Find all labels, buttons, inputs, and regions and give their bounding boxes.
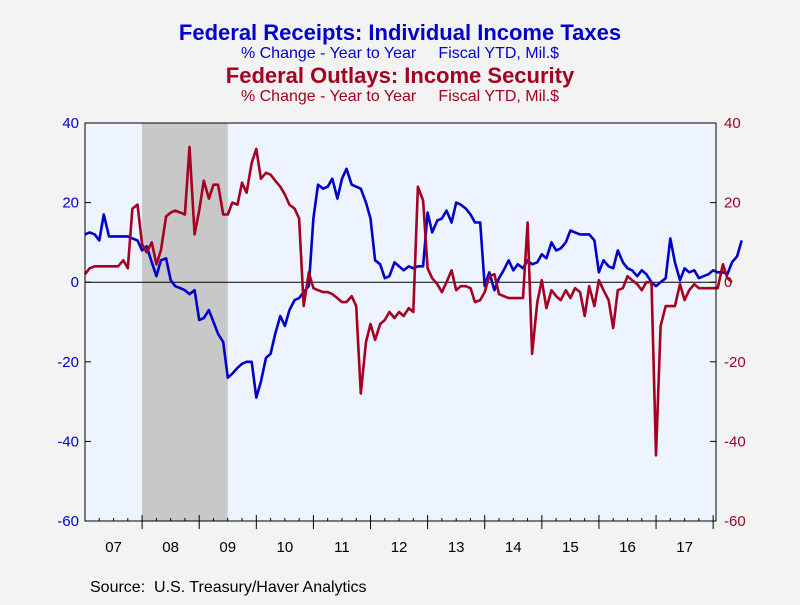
x-tick-label: 13 — [448, 539, 465, 556]
y-right-tick-label: 40 — [724, 115, 741, 132]
y-left-tick-label: 40 — [62, 115, 79, 132]
recession-band — [142, 123, 228, 521]
title-receipts: Federal Receipts: Individual Income Taxe… — [179, 20, 621, 45]
x-tick-label: 14 — [505, 539, 522, 556]
series-line-outlays — [83, 145, 733, 457]
plot-frame — [84, 122, 717, 522]
y-right-tick-label: -60 — [724, 513, 746, 530]
x-tick-label: 09 — [219, 539, 236, 556]
recession-shading — [142, 123, 228, 521]
x-tick-label: 07 — [105, 539, 122, 556]
x-axis: 07 08 09 10 11 12 13 14 15 16 17 — [98, 515, 714, 556]
source-note: Source: U.S. Treasury/Haver Analytics — [90, 579, 367, 596]
x-tick-label: 08 — [162, 539, 179, 556]
y-left-tick-label: -20 — [57, 354, 79, 371]
x-tick-label: 15 — [562, 539, 579, 556]
y-left-tick-label: 20 — [62, 195, 79, 212]
y-left-tick-label: -60 — [57, 513, 79, 530]
y-right-tick-label: -20 — [724, 354, 746, 371]
y-left-tick-label: 0 — [71, 274, 79, 291]
series-lines — [83, 145, 743, 457]
x-tick-label: 10 — [277, 539, 294, 556]
x-tick-label: 17 — [676, 539, 693, 556]
subtitle-receipts: % Change - Year to Year Fiscal YTD, Mil.… — [241, 45, 559, 62]
subtitle-outlays: % Change - Year to Year Fiscal YTD, Mil.… — [241, 88, 559, 105]
x-tick-label: 11 — [334, 539, 350, 556]
title-outlays: Federal Outlays: Income Security — [226, 63, 575, 88]
y-left-tick-label: -40 — [57, 433, 79, 450]
y-right-tick-label: 20 — [724, 195, 741, 212]
y-right-tick-label: 0 — [724, 274, 732, 291]
y-axis-right: 40 20 0 -20 -40 -60 — [710, 115, 746, 530]
series-line-receipts — [84, 167, 743, 399]
y-right-tick-label: -40 — [724, 433, 746, 450]
y-axis-left: 40 20 0 -20 -40 -60 — [57, 115, 91, 530]
x-tick-label: 16 — [619, 539, 636, 556]
x-tick-label: 12 — [391, 539, 408, 556]
